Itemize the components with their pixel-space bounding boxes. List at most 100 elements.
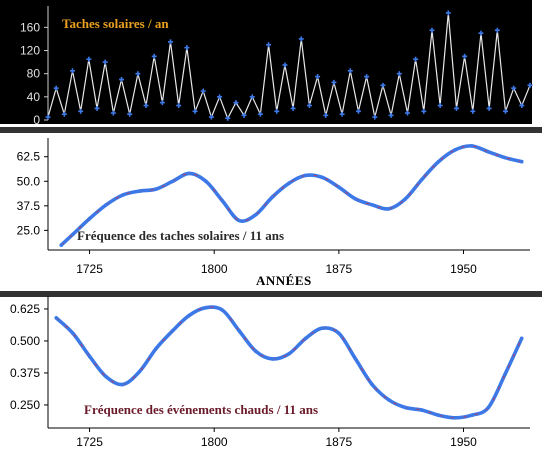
y-tick-label: 0.625 bbox=[10, 302, 40, 316]
data-point bbox=[170, 328, 175, 333]
data-point bbox=[137, 369, 142, 374]
x-tick-label: 1725 bbox=[76, 435, 103, 449]
data-point bbox=[503, 155, 507, 160]
data-point bbox=[470, 144, 474, 148]
data-point bbox=[502, 108, 508, 114]
x-tick-label: 1950 bbox=[450, 435, 477, 449]
panel-divider-2 bbox=[0, 291, 542, 297]
y-tick-label: 25.0 bbox=[17, 223, 41, 237]
data-point bbox=[253, 212, 258, 217]
y-tick-label: 62.5 bbox=[17, 150, 41, 164]
x-tick-label: 1875 bbox=[326, 262, 353, 276]
data-point bbox=[404, 110, 410, 116]
data-point bbox=[94, 105, 100, 111]
panel-divider-1 bbox=[0, 127, 542, 133]
panel-2-title: Fréquence des taches solaires / 11 ans bbox=[77, 228, 284, 243]
series-accent-line bbox=[60, 145, 522, 246]
data-point bbox=[370, 203, 374, 207]
data-point bbox=[274, 108, 280, 114]
data-point bbox=[388, 112, 394, 118]
y-tick-label: 0.375 bbox=[10, 366, 40, 380]
data-point bbox=[445, 10, 451, 16]
x-tick-label: 1725 bbox=[76, 262, 103, 276]
data-point bbox=[266, 42, 272, 48]
data-point bbox=[527, 82, 533, 88]
series-accent-line bbox=[55, 306, 523, 419]
data-point bbox=[168, 39, 174, 45]
data-point bbox=[380, 82, 386, 88]
data-point bbox=[320, 175, 325, 180]
data-point bbox=[233, 100, 239, 106]
data-point bbox=[386, 206, 391, 211]
data-point bbox=[337, 331, 341, 336]
data-point bbox=[386, 398, 391, 402]
data-point bbox=[353, 357, 358, 361]
data-point bbox=[403, 405, 408, 410]
data-point bbox=[303, 336, 308, 341]
data-point bbox=[421, 108, 427, 114]
data-point bbox=[353, 197, 358, 201]
data-point bbox=[298, 36, 304, 42]
data-point bbox=[53, 85, 59, 91]
data-point bbox=[225, 115, 231, 121]
y-tick-label: 160 bbox=[20, 20, 40, 34]
panel-1-title: Taches solaires / an bbox=[62, 16, 169, 31]
data-point bbox=[154, 346, 158, 351]
data-point bbox=[257, 111, 263, 117]
data-point bbox=[45, 114, 51, 120]
data-point bbox=[208, 114, 214, 120]
data-point bbox=[176, 103, 182, 109]
data-point bbox=[339, 111, 345, 117]
data-point bbox=[486, 405, 491, 410]
data-point bbox=[119, 76, 125, 82]
data-point bbox=[396, 71, 402, 77]
data-point bbox=[70, 68, 76, 74]
data-point bbox=[478, 30, 484, 36]
data-point bbox=[61, 111, 67, 117]
data-point bbox=[347, 68, 353, 74]
data-point bbox=[436, 413, 441, 418]
data-point bbox=[290, 105, 296, 111]
y-tick-label: 0.500 bbox=[10, 334, 40, 348]
y-tick-label: 40 bbox=[27, 90, 41, 104]
data-point bbox=[437, 103, 443, 109]
data-point bbox=[323, 112, 329, 118]
data-point bbox=[282, 62, 288, 68]
data-point bbox=[331, 79, 337, 85]
data-point bbox=[217, 94, 223, 100]
data-point bbox=[237, 218, 241, 223]
data-point bbox=[87, 216, 92, 221]
data-point bbox=[78, 108, 84, 114]
data-point bbox=[420, 177, 424, 182]
data-point bbox=[519, 336, 524, 341]
data-point bbox=[494, 27, 500, 33]
data-point bbox=[320, 326, 325, 330]
y-tick-label: 0.250 bbox=[10, 398, 40, 412]
data-point bbox=[187, 313, 192, 318]
data-point bbox=[453, 148, 458, 152]
x-tick-label: 1875 bbox=[326, 435, 353, 449]
data-point bbox=[54, 316, 59, 320]
data-point bbox=[287, 181, 291, 186]
data-point bbox=[519, 159, 524, 164]
data-point bbox=[519, 103, 525, 109]
x-axis-label: ANNÉES bbox=[256, 273, 312, 288]
data-point bbox=[59, 243, 64, 247]
data-point bbox=[306, 103, 312, 109]
data-point bbox=[104, 203, 108, 207]
data-point bbox=[303, 173, 308, 178]
data-point bbox=[120, 382, 125, 387]
data-point bbox=[187, 171, 192, 176]
x-tick-label: 1950 bbox=[450, 262, 477, 276]
data-point bbox=[204, 305, 208, 310]
data-point bbox=[154, 187, 158, 191]
data-point bbox=[143, 103, 149, 109]
data-point bbox=[220, 199, 225, 203]
data-point bbox=[337, 185, 341, 189]
data-point bbox=[270, 357, 275, 361]
data-point bbox=[453, 415, 458, 420]
data-point bbox=[486, 150, 491, 154]
data-point bbox=[270, 195, 275, 199]
y-tick-label: 50.0 bbox=[17, 174, 41, 188]
data-point bbox=[462, 53, 468, 59]
